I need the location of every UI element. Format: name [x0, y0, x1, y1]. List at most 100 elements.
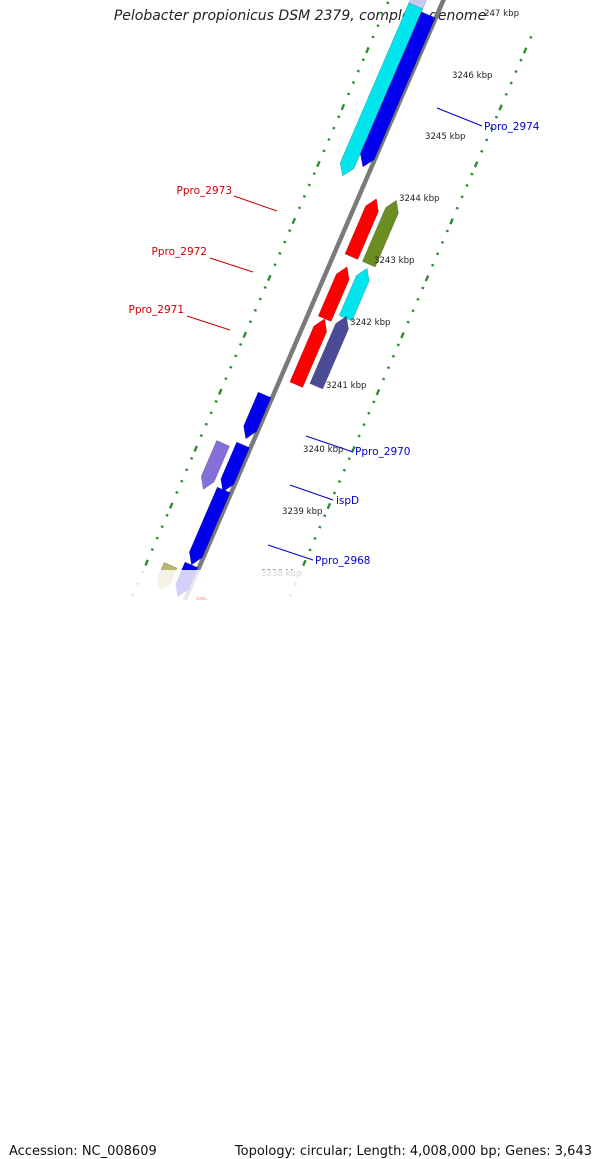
left-tick — [337, 480, 342, 484]
left-tick — [480, 149, 484, 153]
right-tick — [291, 217, 297, 225]
left-tick — [362, 423, 366, 427]
gene-arrow[interactable] — [344, 198, 379, 260]
left-tick — [484, 138, 489, 142]
left-tick — [396, 343, 400, 347]
left-tick — [449, 218, 454, 225]
left-tick — [391, 354, 396, 358]
right-tick — [278, 251, 282, 255]
right-tick — [144, 559, 149, 566]
genome-summary: Topology: circular; Length: 4,008,000 bp… — [234, 1144, 592, 1159]
gene-label: ispD — [336, 495, 359, 507]
left-tick — [465, 183, 469, 187]
left-tick — [509, 81, 513, 85]
gene-arrow[interactable] — [200, 440, 230, 490]
left-tick — [400, 332, 405, 339]
right-tick — [229, 365, 233, 369]
gene-arrow[interactable] — [317, 266, 350, 322]
left-tick — [323, 514, 327, 518]
right-tick — [248, 320, 253, 324]
left-tick — [302, 559, 307, 567]
left-tick — [318, 525, 322, 529]
gene-label: Ppro_2971 — [129, 304, 184, 316]
left-tick — [519, 58, 523, 62]
gene-arrow[interactable] — [220, 441, 250, 493]
left-tick — [381, 377, 386, 381]
gene-label: Ppro_2972 — [152, 246, 207, 258]
gene-arrow[interactable] — [289, 318, 328, 388]
left-tick — [342, 468, 346, 472]
right-tick — [327, 137, 331, 142]
callout-leader — [305, 435, 354, 453]
right-tick — [386, 1, 390, 5]
right-tick — [189, 456, 194, 460]
right-tick — [185, 468, 189, 472]
right-tick — [316, 160, 321, 168]
right-tick — [371, 35, 375, 39]
left-tick — [416, 297, 420, 301]
gene-arrow[interactable] — [362, 199, 399, 268]
left-tick — [308, 548, 312, 552]
right-tick — [224, 377, 228, 381]
gene-arrow[interactable] — [339, 2, 424, 177]
right-tick — [312, 172, 316, 176]
right-tick — [209, 411, 213, 415]
left-tick — [445, 229, 450, 233]
right-tick — [297, 206, 302, 210]
gene-arrow[interactable] — [338, 267, 370, 322]
right-tick — [346, 92, 351, 96]
right-tick — [214, 399, 218, 403]
left-tick — [357, 434, 361, 438]
gene-arrow[interactable] — [360, 11, 436, 168]
right-tick — [175, 491, 179, 495]
gene-arrow[interactable] — [243, 391, 272, 440]
left-tick — [460, 195, 464, 199]
backbone-line — [182, 0, 446, 600]
right-tick — [242, 331, 248, 339]
scale-label: 3239 kbp — [282, 507, 323, 517]
callout-leader — [289, 484, 334, 501]
gene-arrow[interactable] — [309, 315, 349, 390]
right-tick — [168, 502, 174, 509]
right-tick — [332, 126, 336, 130]
left-tick — [347, 457, 351, 461]
gene-arrow[interactable] — [189, 486, 231, 566]
left-tick — [498, 104, 503, 111]
right-tick — [199, 434, 204, 438]
scale-label: 3245 kbp — [425, 132, 466, 142]
scale-label: 3244 kbp — [399, 194, 440, 204]
right-tick — [351, 81, 356, 85]
left-tick — [435, 252, 440, 256]
genome-backbone — [182, 0, 446, 600]
map-title: Pelobacter propionicus DSM 2379, complet… — [113, 8, 487, 24]
scale-label: 3240 kbp — [303, 445, 344, 455]
right-tick — [376, 24, 380, 28]
left-tick — [313, 536, 317, 541]
right-tick — [180, 479, 184, 483]
left-tick — [421, 286, 425, 290]
left-tick — [529, 35, 533, 39]
right-tick — [340, 103, 346, 111]
right-tick — [160, 525, 164, 529]
right-tick — [337, 115, 341, 119]
left-tick — [431, 263, 435, 267]
right-tick — [356, 69, 360, 73]
left-tick — [375, 388, 381, 396]
right-tick — [193, 445, 199, 452]
right-tick — [258, 297, 262, 301]
left-tick — [504, 92, 508, 96]
left-tick — [514, 70, 518, 74]
right-tick — [365, 46, 370, 54]
right-tick — [238, 342, 243, 346]
left-tick — [332, 491, 337, 495]
left-tick — [473, 161, 479, 168]
right-tick — [288, 229, 292, 233]
gene-label: Ppro_2970 — [355, 446, 410, 458]
scale-label: 3242 kbp — [350, 318, 391, 328]
genome-map[interactable]: Ppro_2974 Ppro_2973 Ppro_2972 Ppro_2971 Ppro… — [0, 0, 600, 600]
left-tick — [372, 400, 376, 404]
gene-callouts: Ppro_2974 Ppro_2973 Ppro_2972 Ppro_2971 Ppro… — [129, 107, 540, 567]
callout-leader — [233, 195, 278, 212]
right-tick — [165, 513, 169, 517]
left-tick — [326, 502, 332, 510]
